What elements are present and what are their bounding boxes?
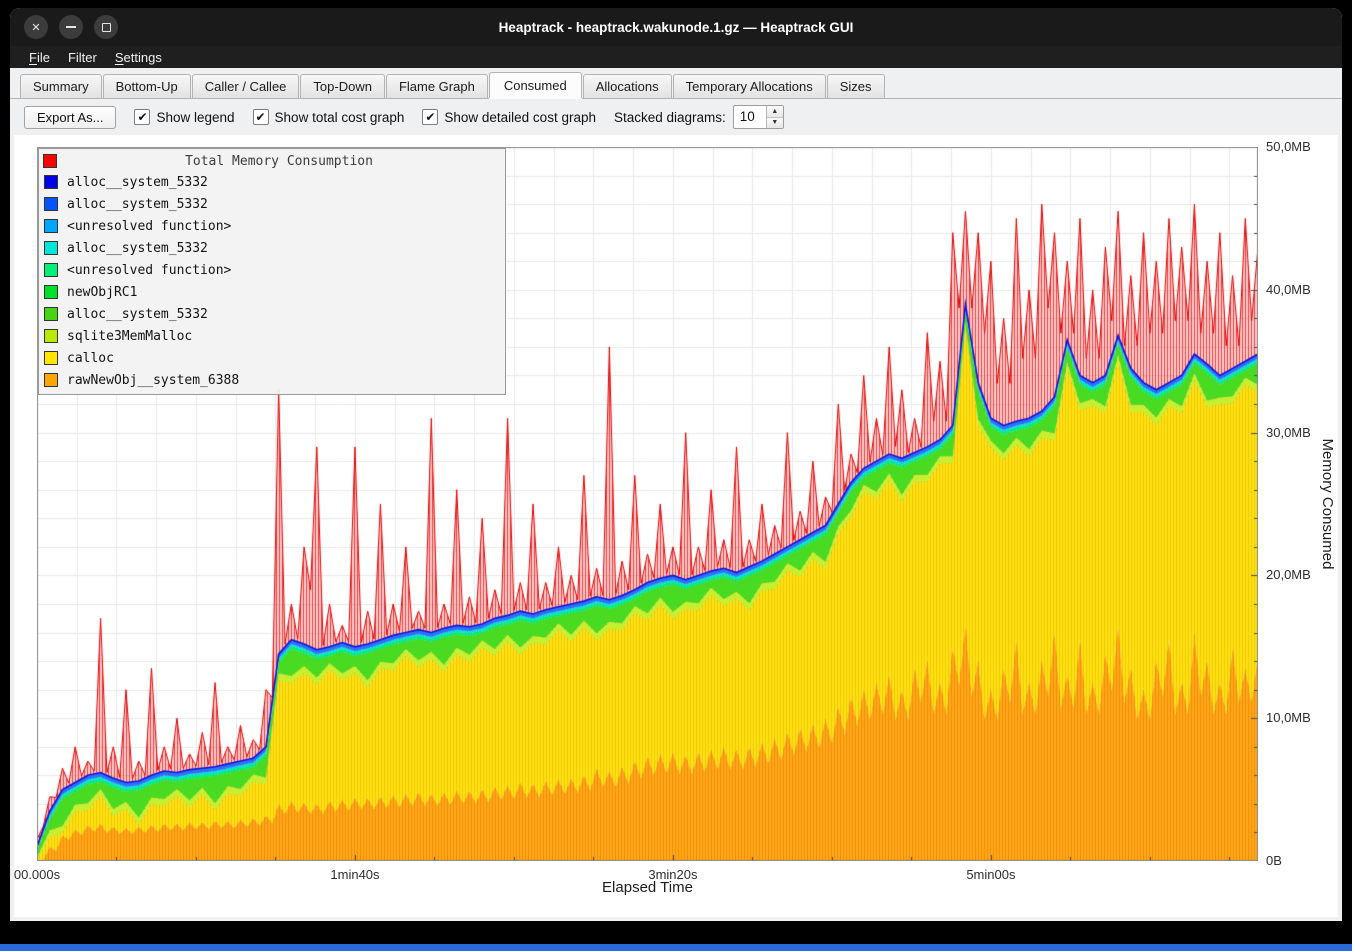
stacked-diagrams-label: Stacked diagrams: xyxy=(613,109,726,125)
maximize-button[interactable] xyxy=(94,15,118,39)
y-axis-label: 40,0MB xyxy=(1266,281,1311,297)
menu-settings[interactable]: Settings xyxy=(114,49,162,65)
legend-swatch xyxy=(44,373,58,387)
checkbox-show-total-cost-graph[interactable]: ✔ Show total cost graph xyxy=(252,109,405,125)
y-axis-label: 0B xyxy=(1266,853,1282,868)
export-as-button[interactable]: Export As... xyxy=(24,105,117,129)
checkbox-box[interactable]: ✔ xyxy=(134,109,151,125)
chart-legend: Total Memory Consumption alloc__system_5… xyxy=(38,148,506,395)
x-axis-label: 1min40s xyxy=(330,867,380,882)
checkbox-show-detailed-cost-graph[interactable]: ✔ Show detailed cost graph xyxy=(422,109,596,125)
legend-entry: calloc xyxy=(43,347,501,369)
legend-swatch-total xyxy=(43,154,57,168)
legend-entry-label: alloc__system_5332 xyxy=(67,174,208,190)
checkbox-show-legend[interactable]: ✔ Show legend xyxy=(134,109,235,125)
legend-entry: <unresolved function> xyxy=(43,215,501,237)
app-window: ✕ Heaptrack - heaptrack.wakunode.1.gz — … xyxy=(10,8,1342,921)
tab-allocations[interactable]: Allocations xyxy=(582,74,672,98)
tab-sizes[interactable]: Sizes xyxy=(826,74,885,98)
legend-entry: alloc__system_5332 xyxy=(43,193,501,215)
checkbox-label: Show legend xyxy=(156,109,235,125)
legend-swatch xyxy=(44,241,58,255)
menu-filter[interactable]: Filter xyxy=(67,49,97,65)
legend-swatch xyxy=(44,329,58,343)
legend-entry: alloc__system_5332 xyxy=(43,171,501,193)
legend-entry-label: alloc__system_5332 xyxy=(67,196,208,212)
minimize-button[interactable] xyxy=(59,15,83,39)
legend-swatch xyxy=(44,351,58,365)
y-axis-label: 20,0MB xyxy=(1266,567,1311,583)
tab-temporary-allocations[interactable]: Temporary Allocations xyxy=(672,74,826,98)
checkbox-box[interactable]: ✔ xyxy=(252,109,269,125)
legend-entry-label: newObjRC1 xyxy=(67,284,138,300)
legend-swatch xyxy=(44,263,58,277)
legend-swatch xyxy=(44,307,58,321)
legend-swatch xyxy=(44,219,58,233)
legend-entry-label: <unresolved function> xyxy=(67,218,232,234)
legend-entry-label: calloc xyxy=(67,350,114,366)
y-axis-label: 30,0MB xyxy=(1266,424,1311,440)
toolbar: Export As... ✔ Show legend ✔ Show total cos… xyxy=(10,99,1342,135)
tab-bar: Summary Bottom-Up Caller / Callee Top-Down F… xyxy=(10,68,1342,99)
stacked-diagrams-group: Stacked diagrams: 10 ▲ ▼ xyxy=(614,105,784,129)
close-icon: ✕ xyxy=(31,21,41,34)
legend-swatch xyxy=(44,285,58,299)
legend-title: Total Memory Consumption xyxy=(185,153,373,169)
legend-entry-label: <unresolved function> xyxy=(67,262,232,278)
y-axis-title: Memory Consumed xyxy=(1319,438,1336,570)
checkbox-label: Show detailed cost graph xyxy=(444,109,596,125)
legend-entry: <unresolved function> xyxy=(43,259,501,281)
legend-entry: rawNewObj__system_6388 xyxy=(43,369,501,391)
x-axis-label: 00.000s xyxy=(13,867,61,882)
window-controls: ✕ xyxy=(24,15,118,39)
legend-entry-label: sqlite3MemMalloc xyxy=(67,328,193,344)
stacked-diagrams-spinbox[interactable]: 10 ▲ ▼ xyxy=(732,105,784,129)
spin-down-button[interactable]: ▼ xyxy=(766,116,783,128)
x-axis-title: Elapsed Time xyxy=(602,879,693,896)
legend-swatch xyxy=(44,175,58,189)
legend-entries: alloc__system_5332 alloc__system_5332 <unr… xyxy=(43,171,501,391)
tab-caller-callee[interactable]: Caller / Callee xyxy=(191,74,300,98)
legend-entry-label: rawNewObj__system_6388 xyxy=(67,372,240,388)
maximize-icon xyxy=(101,22,111,32)
menubar: File Filter Settings xyxy=(10,46,1342,68)
memory-consumption-chart-panel: Total Memory Consumption alloc__system_5… xyxy=(14,135,1338,917)
x-axis-label: 3min20s xyxy=(648,867,698,882)
tab-bottom-up[interactable]: Bottom-Up xyxy=(102,74,191,98)
legend-entry: alloc__system_5332 xyxy=(43,303,501,325)
checkbox-box[interactable]: ✔ xyxy=(422,109,439,125)
spin-up-button[interactable]: ▲ xyxy=(766,106,783,117)
legend-swatch xyxy=(44,197,58,211)
legend-entry: sqlite3MemMalloc xyxy=(43,325,501,347)
y-axis-label: 50,0MB xyxy=(1266,139,1311,154)
desktop-panel-strip xyxy=(0,944,1352,951)
titlebar: ✕ Heaptrack - heaptrack.wakunode.1.gz — … xyxy=(10,8,1342,46)
checkbox-group: ✔ Show legend ✔ Show total cost graph ✔ Show … xyxy=(134,109,596,125)
window-title: Heaptrack - heaptrack.wakunode.1.gz — He… xyxy=(498,19,854,35)
legend-title-row: Total Memory Consumption xyxy=(43,151,501,171)
menu-file[interactable]: File xyxy=(29,49,50,65)
legend-entry-label: alloc__system_5332 xyxy=(67,306,208,322)
checkbox-label: Show total cost graph xyxy=(274,109,405,125)
tab-summary[interactable]: Summary xyxy=(20,74,102,98)
minimize-icon xyxy=(66,26,76,28)
legend-entry: newObjRC1 xyxy=(43,281,501,303)
tab-flame-graph[interactable]: Flame Graph xyxy=(385,74,488,98)
tab-consumed[interactable]: Consumed xyxy=(488,72,582,98)
legend-entry-label: alloc__system_5332 xyxy=(67,240,208,256)
tab-top-down[interactable]: Top-Down xyxy=(300,74,385,98)
x-axis-label: 5min00s xyxy=(966,867,1016,882)
y-axis-label: 10,0MB xyxy=(1266,710,1311,726)
legend-entry: alloc__system_5332 xyxy=(43,237,501,259)
spin-arrows: ▲ ▼ xyxy=(765,106,783,128)
close-button[interactable]: ✕ xyxy=(24,15,48,39)
stacked-diagrams-value[interactable]: 10 xyxy=(739,109,755,124)
